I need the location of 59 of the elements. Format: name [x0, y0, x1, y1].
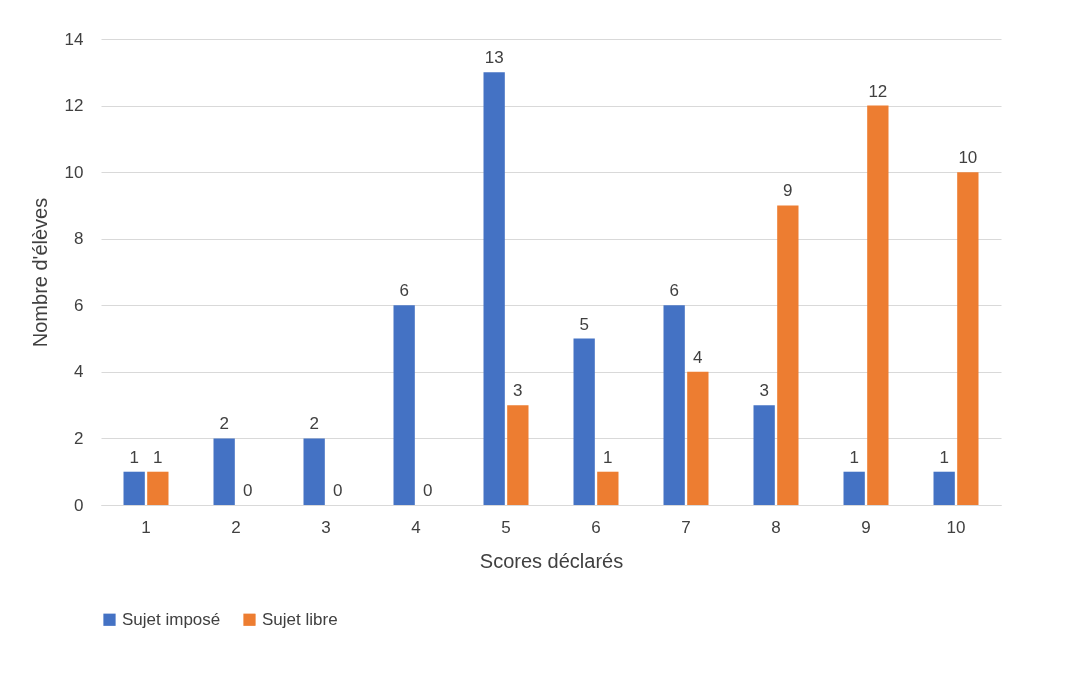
data-label: 5 — [579, 314, 589, 334]
bar — [777, 205, 799, 505]
x-tick-label: 6 — [591, 517, 601, 537]
bar — [483, 72, 505, 505]
legend-label: Sujet libre — [262, 609, 338, 629]
data-label: 1 — [939, 447, 949, 467]
y-tick-label: 8 — [74, 229, 84, 249]
x-tick-label: 2 — [231, 517, 241, 537]
x-tick-label: 10 — [946, 517, 966, 537]
bar — [843, 471, 865, 505]
data-label: 1 — [153, 447, 163, 467]
bar — [507, 405, 529, 505]
y-tick-label: 14 — [64, 29, 84, 49]
x-tick-label: 3 — [321, 517, 331, 537]
x-tick-label: 8 — [771, 517, 781, 537]
bar — [303, 438, 325, 505]
bar — [687, 371, 709, 505]
data-label: 0 — [333, 481, 343, 500]
data-label: 0 — [243, 481, 253, 500]
y-tick-label: 2 — [74, 428, 84, 448]
x-tick-label: 9 — [861, 517, 871, 537]
data-label: 9 — [783, 181, 793, 201]
bar — [213, 438, 235, 505]
data-label: 1 — [129, 447, 139, 467]
bar — [663, 305, 685, 505]
data-label: 1 — [849, 447, 859, 467]
x-tick-label: 1 — [141, 517, 151, 537]
y-tick-label: 0 — [74, 495, 84, 515]
data-label: 13 — [484, 48, 504, 68]
data-label: 0 — [423, 481, 433, 500]
bar — [123, 471, 145, 505]
data-label: 2 — [309, 414, 319, 434]
bar — [933, 471, 955, 505]
x-tick-label: 7 — [681, 517, 691, 537]
x-tick-label: 4 — [411, 517, 421, 537]
x-axis-title: Scores déclarés — [479, 549, 624, 572]
bar — [147, 471, 169, 505]
bar — [573, 338, 595, 505]
bar — [753, 405, 775, 505]
bar — [393, 305, 415, 505]
legend-label: Sujet imposé — [122, 609, 221, 629]
data-label: 10 — [958, 148, 978, 168]
y-axis-title: Nombre d'élèves — [28, 197, 51, 348]
data-label: 6 — [669, 281, 679, 301]
bar — [597, 471, 619, 505]
data-label: 4 — [693, 347, 703, 367]
bar — [957, 172, 979, 505]
data-label: 12 — [868, 81, 888, 101]
data-label: 3 — [513, 381, 523, 401]
y-tick-label: 12 — [64, 96, 84, 116]
data-label: 2 — [219, 414, 229, 434]
data-label: 1 — [603, 447, 613, 467]
data-label: 3 — [759, 381, 769, 401]
x-tick-label: 5 — [501, 517, 511, 537]
y-tick-label: 10 — [64, 162, 84, 182]
bar — [867, 105, 889, 505]
y-tick-label: 6 — [74, 295, 84, 315]
data-label: 6 — [399, 281, 409, 301]
y-tick-label: 4 — [74, 362, 84, 382]
